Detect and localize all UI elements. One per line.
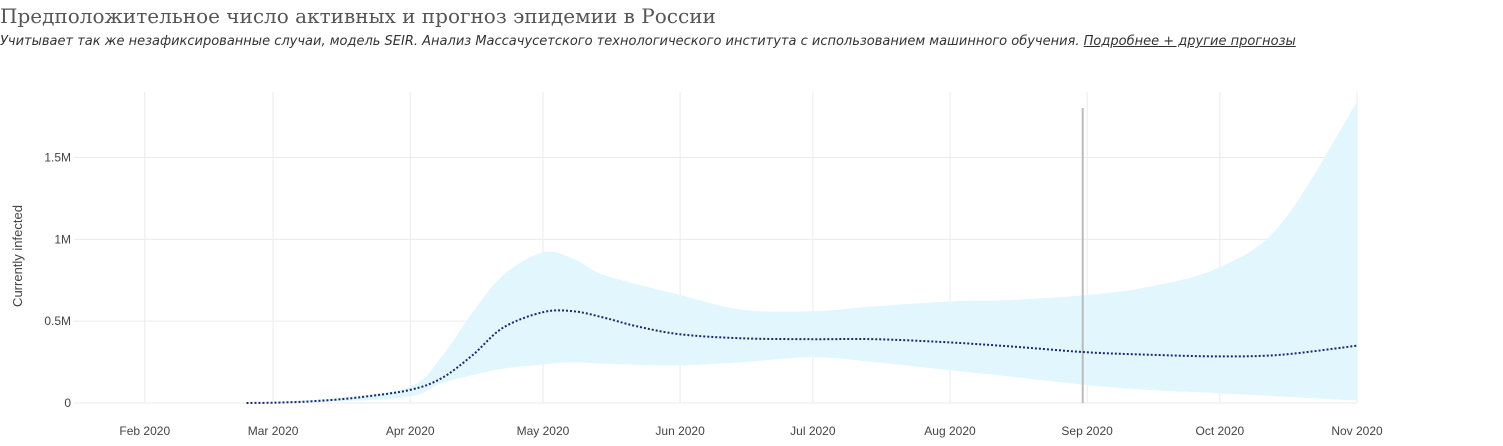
x-tick-label: Feb 2020 xyxy=(119,424,170,438)
more-forecasts-link[interactable]: Подробнее + другие прогнозы xyxy=(1083,34,1296,49)
chart-title: Предположительное число активных и прогн… xyxy=(0,4,716,28)
x-tick-label: Oct 2020 xyxy=(1196,424,1245,438)
y-axis-ticks: 0 0.5M 1M 1.5M xyxy=(44,150,71,410)
y-tick-label: 1.5M xyxy=(44,150,71,164)
y-tick-label: 1M xyxy=(54,232,71,246)
x-tick-label: Nov 2020 xyxy=(1331,424,1383,438)
x-axis-ticks: Feb 2020 Mar 2020 Apr 2020 May 2020 Jun 2020… xyxy=(119,424,1383,438)
y-tick-label: 0.5M xyxy=(44,314,71,328)
x-tick-label: Jun 2020 xyxy=(655,424,705,438)
x-tick-label: Apr 2020 xyxy=(386,424,435,438)
y-axis-title: Currently infected xyxy=(10,205,25,307)
y-tick-label: 0 xyxy=(64,396,71,410)
x-tick-label: Jul 2020 xyxy=(790,424,836,438)
x-tick-label: Sep 2020 xyxy=(1061,424,1113,438)
x-tick-label: Mar 2020 xyxy=(248,424,299,438)
x-tick-label: Aug 2020 xyxy=(924,424,976,438)
chart-subtitle: Учитывает так же незафиксированные случа… xyxy=(0,34,1296,49)
series-line xyxy=(246,309,1358,404)
subtitle-text: Учитывает так же незафиксированные случа… xyxy=(0,34,1080,49)
x-tick-label: May 2020 xyxy=(517,424,570,438)
confidence-band xyxy=(246,101,1357,404)
